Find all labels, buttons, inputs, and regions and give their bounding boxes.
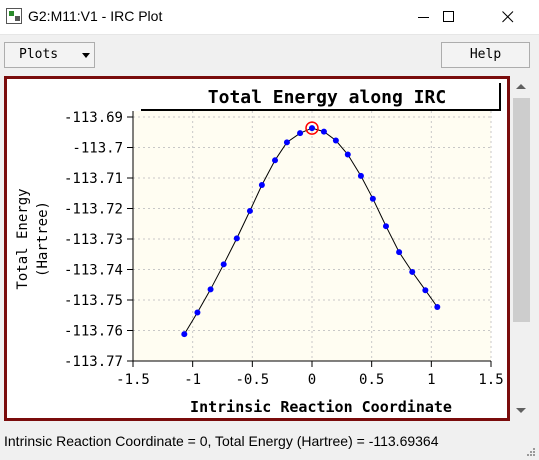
data-point[interactable] <box>357 172 364 179</box>
data-point[interactable] <box>233 235 240 242</box>
chart-title-box <box>141 81 501 111</box>
chart-title: Total Energy along IRC <box>208 87 446 108</box>
data-point[interactable] <box>409 268 416 275</box>
scroll-down-icon[interactable] <box>516 408 526 413</box>
y-tick-label: -113.76 <box>64 324 123 340</box>
title-bar: G2:M11:V1 - IRC Plot <box>0 0 539 35</box>
x-tick-label: -1 <box>184 372 201 388</box>
data-point[interactable] <box>297 130 304 137</box>
data-point[interactable] <box>181 331 188 338</box>
app-icon <box>6 8 22 24</box>
vertical-scrollbar[interactable] <box>511 78 532 419</box>
data-point[interactable] <box>220 261 227 268</box>
y-axis-label-line-2: (Hartree) <box>35 201 51 277</box>
data-point[interactable] <box>369 195 376 202</box>
close-button[interactable] <box>485 0 531 34</box>
data-point[interactable] <box>434 304 441 311</box>
x-tick-label: 1 <box>427 372 435 388</box>
data-point[interactable] <box>382 223 389 230</box>
x-axis-label: Intrinsic Reaction Coordinate <box>190 398 452 416</box>
plots-button-label: Plots <box>19 47 59 62</box>
help-button-label: Help <box>469 47 502 62</box>
data-point[interactable] <box>309 125 315 132</box>
data-point[interactable] <box>194 309 201 316</box>
help-button[interactable]: Help <box>441 42 530 68</box>
data-points[interactable] <box>181 121 441 338</box>
y-tick-label: -113.77 <box>64 354 123 370</box>
chevron-down-icon <box>82 53 90 58</box>
data-point[interactable] <box>320 128 327 135</box>
y-tick-label: -113.73 <box>64 232 123 248</box>
data-point[interactable] <box>272 157 279 164</box>
x-tick-label: 1.5 <box>478 372 503 388</box>
scrollbar-thumb[interactable] <box>513 98 530 322</box>
minimize-icon <box>418 17 429 18</box>
y-tick-label: -113.72 <box>64 202 123 218</box>
y-tick-label: -113.71 <box>64 171 123 187</box>
maximize-icon <box>443 11 454 22</box>
data-point[interactable] <box>207 286 214 293</box>
y-tick-label: -113.74 <box>64 263 123 279</box>
plots-dropdown-button[interactable]: Plots <box>4 42 95 68</box>
irc-plot[interactable]: -113.69 -113.7 -113.71 -113.72 -113.73 -113.7… <box>7 79 507 418</box>
y-tick-label: -113.7 <box>72 141 123 157</box>
minimize-button[interactable] <box>401 0 447 34</box>
window-title: G2:M11:V1 - IRC Plot <box>28 8 163 24</box>
y-tick-labels: -113.69 -113.7 -113.71 -113.72 -113.73 -113.7… <box>64 110 123 370</box>
x-tick-labels: -1.5 -1 -0.5 0 0.5 1 1.5 <box>116 372 504 388</box>
data-point[interactable] <box>258 182 265 189</box>
data-point[interactable] <box>422 287 429 294</box>
y-tick-label: -113.75 <box>64 293 123 309</box>
x-tick-label: 0 <box>308 372 316 388</box>
selected-point-marker <box>305 121 319 135</box>
data-point[interactable] <box>246 207 253 214</box>
data-point[interactable] <box>283 139 290 146</box>
x-tick-label: 0.5 <box>359 372 384 388</box>
plot-frame: -113.69 -113.7 -113.71 -113.72 -113.73 -113.7… <box>4 76 510 421</box>
y-tick-label: -113.69 <box>64 110 123 126</box>
x-tick-label: -0.5 <box>235 372 269 388</box>
data-point[interactable] <box>332 137 339 144</box>
status-bar: Intrinsic Reaction Coordinate = 0, Total… <box>0 428 539 460</box>
axes <box>127 111 492 367</box>
maximize-button[interactable] <box>426 0 472 34</box>
y-axis-label-line-1: Total Energy <box>15 188 31 289</box>
status-text: Intrinsic Reaction Coordinate = 0, Total… <box>4 433 439 449</box>
y-axis-label: Total Energy (Hartree) <box>15 188 51 289</box>
close-icon <box>502 11 514 23</box>
x-tick-label: -1.5 <box>116 372 150 388</box>
resize-grip-icon[interactable] <box>526 447 536 457</box>
data-point[interactable] <box>396 249 403 256</box>
scroll-up-icon[interactable] <box>516 84 526 89</box>
data-point[interactable] <box>344 151 351 158</box>
